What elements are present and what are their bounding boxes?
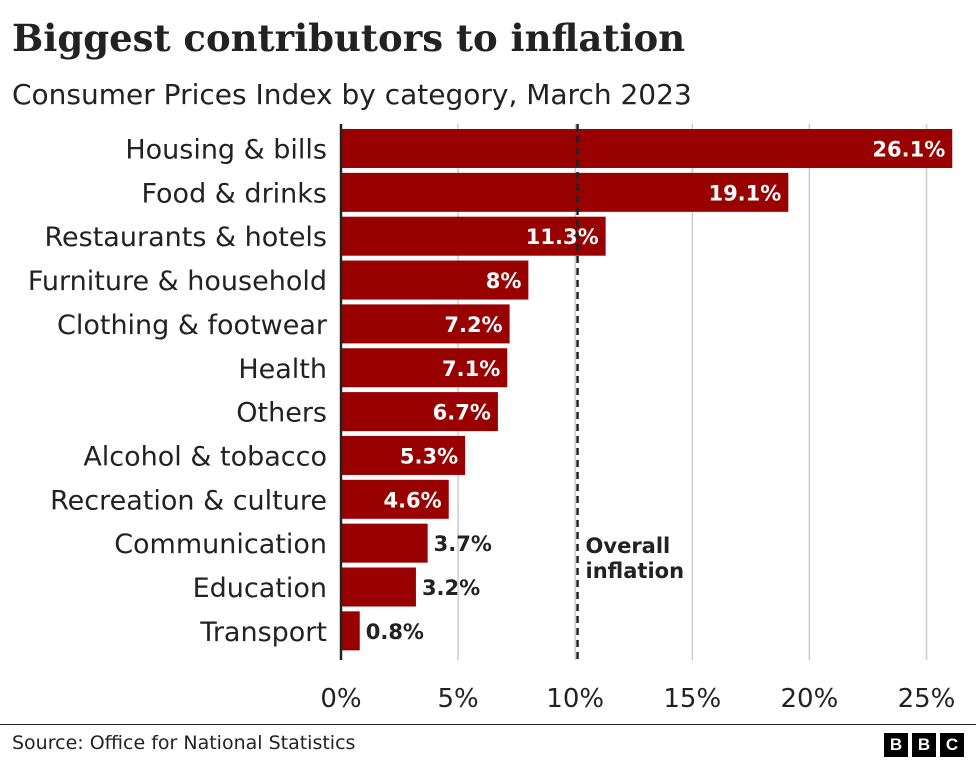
chart-title: Biggest contributors to inflation	[12, 16, 686, 60]
footer-divider	[0, 724, 976, 725]
value-label: 0.8%	[366, 620, 424, 644]
value-label: 19.1%	[708, 181, 781, 205]
value-label: 11.3%	[526, 225, 599, 249]
value-label: 3.2%	[422, 576, 480, 600]
logo-letter-b2: B	[912, 733, 936, 757]
bar-3	[341, 260, 529, 300]
bar-4	[341, 304, 510, 344]
category-label: Transport	[199, 617, 327, 648]
category-label: Communication	[114, 529, 327, 560]
value-label: 7.2%	[444, 313, 502, 337]
category-label: Recreation & culture	[50, 485, 327, 516]
bar-11	[341, 611, 360, 651]
category-label: Health	[238, 354, 327, 385]
category-label: Clothing & footwear	[57, 310, 328, 341]
bar-2	[341, 216, 606, 256]
value-label: 3.7%	[434, 532, 492, 556]
bar-6	[341, 392, 498, 432]
logo-letter-c: C	[940, 733, 964, 757]
bar-5	[341, 348, 508, 388]
category-label: Furniture & household	[28, 266, 327, 297]
category-label: Restaurants & hotels	[45, 222, 328, 253]
bar-chart: 0% 5% 10% 15% 20% 25% Housing & bills 26.1% Food…	[28, 124, 956, 714]
value-label: 5.3%	[400, 444, 458, 468]
value-label: 26.1%	[872, 138, 945, 162]
x-tick-label: 0%	[320, 684, 361, 714]
x-tick-label: 5%	[437, 684, 478, 714]
bar-0	[341, 129, 953, 168]
bbc-logo: B B C	[884, 733, 964, 757]
category-label: Others	[236, 398, 327, 429]
value-label: 8%	[486, 269, 522, 293]
overall-inflation-label: inflation	[586, 559, 685, 583]
x-tick-label: 20%	[781, 684, 839, 714]
chart-subtitle: Consumer Prices Index by category, March…	[12, 78, 692, 111]
value-label: 4.6%	[383, 488, 441, 512]
bar-8	[341, 479, 449, 519]
value-label: 7.1%	[442, 357, 500, 381]
source-note: Source: Office for National Statistics	[12, 732, 356, 754]
x-tick-label: 15%	[663, 684, 721, 714]
overall-inflation-label: Overall	[586, 534, 671, 558]
bar-10	[341, 567, 416, 607]
category-label: Education	[193, 573, 327, 604]
bar-7	[341, 435, 466, 475]
bar-1	[341, 172, 789, 212]
logo-letter-b1: B	[884, 733, 908, 757]
category-label: Alcohol & tobacco	[83, 441, 327, 472]
category-label: Food & drinks	[141, 178, 327, 209]
x-tick-label: 25%	[898, 684, 956, 714]
x-tick-label: 10%	[546, 684, 604, 714]
bar-9	[341, 523, 428, 563]
category-label: Housing & bills	[125, 135, 327, 166]
value-label: 6.7%	[433, 401, 491, 425]
